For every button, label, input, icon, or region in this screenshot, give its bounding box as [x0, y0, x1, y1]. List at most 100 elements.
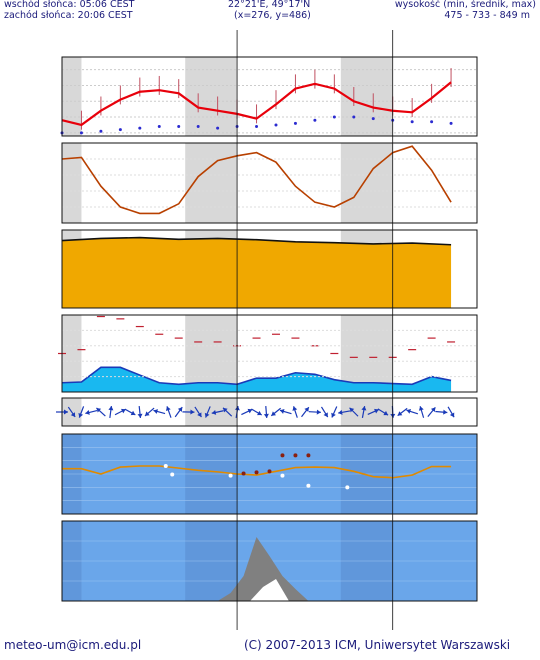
dew-point-marker [196, 125, 200, 129]
wind-arrow-head [316, 409, 321, 415]
grid-text: (x=276, y=486) [234, 10, 311, 21]
wind-arrow-head [349, 407, 355, 413]
wind-arrow [427, 406, 436, 418]
wind-arrow [270, 407, 282, 417]
wind-arrow-head [418, 406, 424, 411]
cloud-base-dot [241, 471, 246, 476]
wind-arrow-head [323, 412, 328, 418]
wind-arrow-head [443, 409, 448, 415]
wind-arrow [114, 408, 126, 416]
cloud-base-dot [267, 469, 272, 474]
wind-arrow-head [292, 406, 298, 411]
night-band [185, 315, 238, 392]
dew-point-marker [79, 131, 83, 135]
wind-arrow [320, 406, 329, 418]
humidity-line [61, 145, 452, 215]
wind-arrow [194, 406, 202, 418]
night-band [340, 398, 393, 426]
night-band [340, 57, 393, 136]
cloud-base-dot [170, 472, 175, 477]
cloud-base-dot [280, 473, 285, 478]
dew-point-marker [410, 120, 414, 124]
wind-arrow-head [165, 406, 171, 411]
dew-point-marker [157, 125, 161, 129]
wind-arrow [367, 408, 379, 415]
coords-text: 22°21'E, 49°17'N [228, 0, 311, 10]
wind-arrow [96, 407, 106, 417]
wind-arrow-head [406, 409, 412, 414]
wind-arrow-head [96, 407, 102, 413]
panel-frame [61, 142, 478, 224]
wind-arrow-head [137, 413, 143, 418]
dew-point-marker [430, 120, 434, 124]
mean-wind-line [61, 366, 452, 386]
sunset-text: zachód słońca: 20:06 CEST [4, 10, 133, 21]
sunrise-text: wschód słońca: 05:06 CEST [4, 0, 135, 10]
humidity-panel [62, 143, 477, 223]
wind-arrow [137, 405, 143, 419]
elevation-text: 475 - 733 - 849 m [444, 10, 530, 21]
panel-frame [61, 56, 478, 137]
dew-point-marker [138, 126, 142, 130]
wind-arrow-head [130, 410, 136, 416]
night-band [62, 315, 82, 392]
cloud-base-dot [306, 483, 311, 488]
cloud-cover-area [217, 537, 309, 601]
wind-arrow-head [78, 412, 84, 418]
dew-point-marker [216, 126, 220, 130]
panel-frame [61, 314, 478, 393]
dew-point-marker [371, 117, 375, 121]
fog-area [250, 579, 289, 601]
wind-arrow-head [247, 408, 253, 414]
wind-arrow-head [271, 411, 277, 416]
wind-arrow-head [204, 412, 210, 418]
wind-arrow-head [449, 412, 455, 418]
wind-arrow-head [222, 407, 228, 413]
dew-point-marker [274, 123, 278, 127]
pressure-line [61, 236, 452, 246]
wind-arrow-head [263, 413, 269, 418]
temperature-panel [62, 57, 477, 136]
wind-arrow-head [338, 409, 343, 415]
wind-arrow [124, 408, 136, 416]
night-band [340, 143, 393, 223]
wind-arrow [108, 405, 114, 419]
wind-arrow-head [153, 409, 158, 414]
cloud-base-dot [293, 453, 298, 458]
cloud-base-dot [163, 464, 168, 468]
cloud-base-dot [306, 453, 311, 458]
wind-arrow-head [304, 407, 309, 412]
wind-arrow-head [331, 412, 336, 418]
elevation-label: wysokość (min, średnik, max) [394, 0, 536, 10]
wind-arrow [349, 407, 359, 417]
wind-arrow-head [121, 408, 126, 414]
mean-wind-area [62, 367, 452, 392]
night-band [62, 143, 82, 223]
wind-arrow-head [397, 411, 403, 416]
wind-arrow [85, 410, 98, 415]
wind-arrow [406, 409, 419, 415]
wind-arrow [418, 406, 425, 418]
panel-frame [61, 397, 478, 427]
dew-point-marker [352, 115, 356, 119]
wind-arrow [292, 406, 298, 418]
footer-email[interactable]: meteo-um@icm.edu.pl [4, 638, 142, 652]
panel-frame [61, 520, 478, 602]
wind-arrow [435, 409, 448, 415]
wind-arrow-head [85, 410, 90, 415]
wind-arrow-head [374, 408, 379, 414]
footer-copyright: (C) 2007-2013 ICM, Uniwersytet Warszawsk… [244, 638, 511, 652]
wind-arrow [241, 408, 253, 416]
wind-arrow [153, 409, 166, 415]
cloud-base-dot [254, 470, 259, 475]
dew-point-marker [118, 128, 122, 132]
wind-arrow [182, 409, 195, 415]
panel-frame [61, 433, 478, 515]
wind-arrow [361, 405, 367, 419]
wind-arrow [251, 408, 263, 416]
dew-point-marker [313, 118, 317, 122]
wind-arrow [211, 409, 224, 415]
dew-point-marker [293, 121, 297, 125]
wind-arrow-head [190, 409, 195, 415]
wind-arrow-head [211, 409, 217, 415]
